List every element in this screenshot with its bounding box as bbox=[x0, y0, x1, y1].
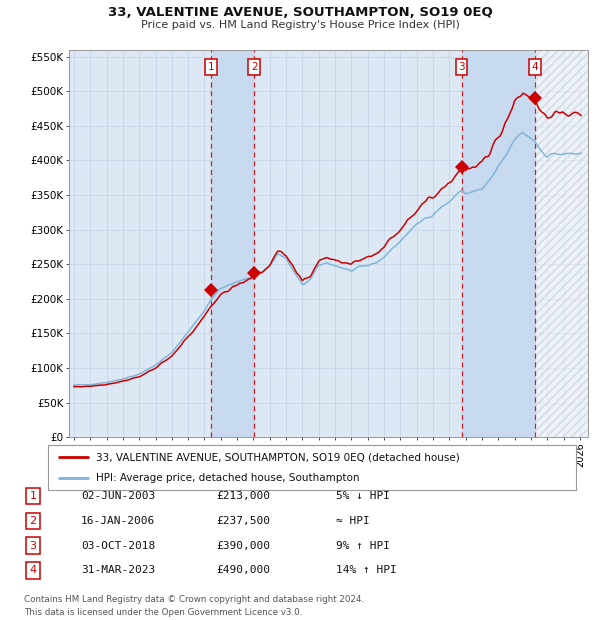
Text: 02-JUN-2003: 02-JUN-2003 bbox=[81, 491, 155, 501]
Text: 4: 4 bbox=[29, 565, 37, 575]
Text: 14% ↑ HPI: 14% ↑ HPI bbox=[336, 565, 397, 575]
Text: 3: 3 bbox=[29, 541, 37, 551]
Text: £213,000: £213,000 bbox=[216, 491, 270, 501]
Text: 16-JAN-2006: 16-JAN-2006 bbox=[81, 516, 155, 526]
Text: 5% ↓ HPI: 5% ↓ HPI bbox=[336, 491, 390, 501]
Text: 33, VALENTINE AVENUE, SOUTHAMPTON, SO19 0EQ: 33, VALENTINE AVENUE, SOUTHAMPTON, SO19 … bbox=[107, 6, 493, 19]
Text: 33, VALENTINE AVENUE, SOUTHAMPTON, SO19 0EQ (detached house): 33, VALENTINE AVENUE, SOUTHAMPTON, SO19 … bbox=[95, 452, 459, 463]
Text: ≈ HPI: ≈ HPI bbox=[336, 516, 370, 526]
Bar bbox=[535, 50, 588, 437]
Text: £490,000: £490,000 bbox=[216, 565, 270, 575]
Text: Price paid vs. HM Land Registry's House Price Index (HPI): Price paid vs. HM Land Registry's House … bbox=[140, 20, 460, 30]
Text: £237,500: £237,500 bbox=[216, 516, 270, 526]
Text: 03-OCT-2018: 03-OCT-2018 bbox=[81, 541, 155, 551]
Text: 3: 3 bbox=[458, 62, 465, 72]
Text: 1: 1 bbox=[29, 491, 37, 501]
Text: 2: 2 bbox=[29, 516, 37, 526]
Text: 9% ↑ HPI: 9% ↑ HPI bbox=[336, 541, 390, 551]
Text: Contains HM Land Registry data © Crown copyright and database right 2024.
This d: Contains HM Land Registry data © Crown c… bbox=[24, 595, 364, 617]
Bar bbox=[211, 50, 254, 437]
Text: 31-MAR-2023: 31-MAR-2023 bbox=[81, 565, 155, 575]
Text: £390,000: £390,000 bbox=[216, 541, 270, 551]
Text: HPI: Average price, detached house, Southampton: HPI: Average price, detached house, Sout… bbox=[95, 472, 359, 483]
Text: 1: 1 bbox=[208, 62, 215, 72]
Text: 4: 4 bbox=[532, 62, 538, 72]
Bar bbox=[461, 50, 535, 437]
Text: 2: 2 bbox=[251, 62, 257, 72]
